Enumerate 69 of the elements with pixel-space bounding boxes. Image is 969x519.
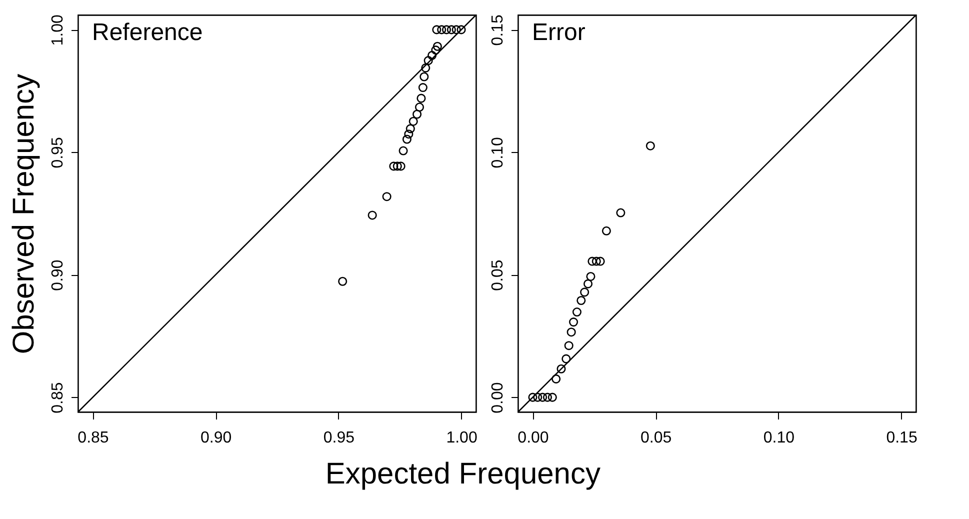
point	[552, 374, 561, 384]
point	[538, 392, 548, 402]
point	[569, 318, 578, 327]
chart-title: Reference	[92, 19, 203, 46]
point	[424, 56, 433, 66]
point	[338, 276, 348, 286]
point	[456, 25, 466, 34]
point	[542, 392, 552, 402]
chart-title: Error	[532, 19, 586, 46]
point	[564, 341, 574, 350]
x-tick-label: 1.00	[446, 430, 478, 446]
x-tick-label: 0.10	[763, 430, 795, 446]
point	[556, 364, 566, 374]
point	[428, 50, 437, 60]
point	[398, 146, 408, 156]
point	[432, 42, 442, 51]
y-tick-label: 0.95	[50, 137, 66, 168]
x-tick-label: 0.85	[78, 430, 109, 446]
point	[646, 141, 655, 150]
point	[576, 296, 586, 306]
point	[402, 134, 412, 144]
x-tick-label: 0.00	[518, 430, 549, 446]
point	[406, 124, 415, 134]
y-tick-label: 0.15	[490, 14, 506, 46]
point	[583, 279, 593, 288]
y-tick-label: 0.05	[490, 260, 506, 291]
point	[528, 392, 538, 402]
point	[412, 110, 422, 119]
y-tick-label: 0.85	[50, 382, 66, 414]
point	[416, 94, 426, 103]
point	[414, 102, 424, 112]
point	[616, 208, 626, 218]
point	[566, 328, 576, 337]
point	[437, 25, 446, 34]
y-axis-title: Observed Frequency	[8, 74, 40, 354]
x-tick-label: 0.90	[200, 430, 232, 446]
point	[396, 162, 406, 171]
point	[420, 72, 429, 82]
point	[588, 256, 597, 266]
y-tick-label: 0.90	[50, 260, 66, 291]
point	[368, 210, 377, 220]
y-tick-label: 0.00	[490, 382, 506, 414]
point	[602, 226, 611, 236]
point	[442, 25, 452, 34]
y-tick-label: 0.10	[490, 137, 506, 168]
point	[572, 308, 582, 317]
point	[446, 25, 456, 34]
point	[392, 162, 402, 171]
point	[596, 256, 605, 266]
point	[418, 83, 428, 92]
x-axis-title: Expected Frequency	[325, 458, 600, 491]
x-tick-label: 0.15	[886, 430, 918, 446]
point	[408, 116, 418, 126]
y-tick-label: 1.00	[50, 14, 66, 46]
x-tick-label: 0.05	[640, 430, 672, 446]
point	[580, 288, 590, 297]
point	[404, 130, 414, 139]
point	[562, 354, 571, 364]
point	[548, 392, 557, 402]
point	[389, 162, 398, 171]
point	[432, 25, 442, 34]
point	[586, 272, 596, 281]
point	[431, 46, 440, 55]
point	[592, 256, 601, 266]
point	[452, 25, 461, 34]
point	[533, 392, 542, 402]
point	[421, 63, 430, 72]
x-tick-label: 0.95	[323, 430, 355, 446]
point	[382, 192, 392, 202]
